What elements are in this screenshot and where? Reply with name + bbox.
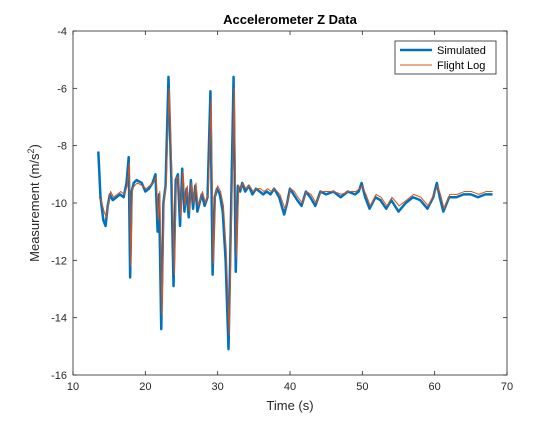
x-tick-label: 50 — [356, 381, 368, 393]
series-layer — [97, 75, 493, 351]
series-line-simulated — [97, 75, 493, 351]
legend-label-flight-log: Flight Log — [437, 60, 485, 72]
series-line-flight-log — [98, 87, 493, 336]
x-tick-label: 40 — [284, 381, 296, 393]
y-tick-label: -8 — [57, 141, 67, 153]
y-tick-label: -14 — [51, 313, 67, 325]
y-tick-label: -16 — [51, 370, 67, 382]
y-tick-label: -4 — [57, 26, 67, 38]
x-tick-label: 20 — [139, 381, 151, 393]
y-tick-label: -10 — [51, 198, 67, 210]
x-tick-label: 70 — [501, 381, 513, 393]
x-axis-label: Time (s) — [266, 398, 313, 413]
legend-label-simulated: Simulated — [437, 45, 486, 57]
y-axis: -16 -14 -12 -10 -8 -6 -4 — [51, 26, 507, 382]
y-axis-label-main: Measurement (m/s — [27, 153, 42, 262]
legend-box — [394, 40, 497, 75]
plot-area — [73, 31, 507, 375]
y-axis-label-end: ) — [27, 144, 42, 148]
y-axis-label: Measurement (m/s2) — [26, 144, 42, 262]
x-tick-label: 60 — [429, 381, 441, 393]
y-axis-label-superscript: 2 — [26, 148, 36, 153]
y-tick-label: -6 — [57, 83, 67, 95]
x-tick-label: 10 — [67, 381, 79, 393]
chart-title: Accelerometer Z Data — [223, 12, 357, 27]
y-tick-label: -12 — [51, 255, 67, 267]
x-tick-label: 30 — [212, 381, 224, 393]
legend: Simulated Flight Log — [394, 40, 497, 75]
x-axis: 10 20 30 40 50 60 70 — [67, 31, 513, 393]
